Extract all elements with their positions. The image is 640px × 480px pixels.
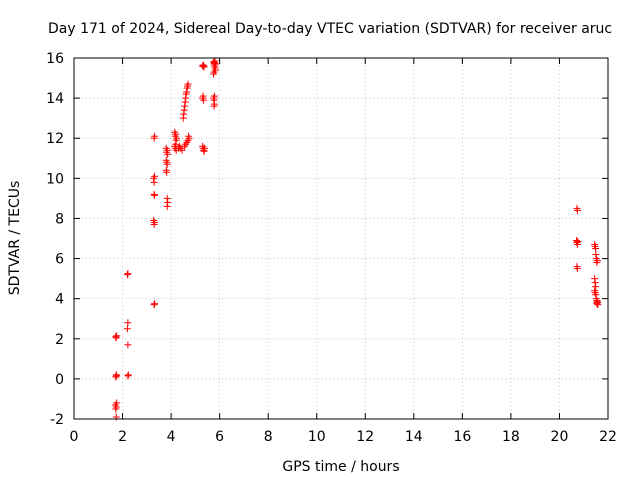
data-point [592, 283, 600, 291]
data-point [123, 325, 131, 333]
data-point [163, 168, 171, 176]
data-point [113, 372, 121, 380]
data-point [151, 300, 159, 308]
y-tick-label: 6 [55, 252, 64, 268]
data-point [124, 372, 132, 380]
x-axis-label: GPS time / hours [282, 459, 399, 475]
grid-lines [74, 58, 608, 419]
x-tick-label: 6 [215, 429, 224, 445]
data-point [173, 134, 181, 142]
data-point [124, 270, 132, 278]
data-point [573, 206, 581, 214]
data-point [574, 238, 582, 246]
x-tick-label: 2 [118, 429, 127, 445]
data-point [124, 341, 132, 349]
y-tick-label: 12 [46, 131, 64, 147]
data-point [124, 319, 132, 327]
data-point [172, 130, 180, 138]
y-tick-label: 10 [46, 171, 64, 187]
x-tick-label: 10 [308, 429, 326, 445]
data-point [151, 218, 159, 226]
data-point [210, 68, 218, 76]
data-point [172, 140, 180, 148]
data-point [178, 146, 186, 154]
x-tick-label: 16 [453, 429, 471, 445]
data-point [164, 150, 172, 158]
data-point [113, 399, 121, 407]
x-tick-label: 4 [167, 429, 176, 445]
tick-labels: 0 2 4 6 8 10 12 14 16 18 20 22 -2 0 2 4 6 8 10 12 14 16 [46, 51, 617, 445]
data-point [211, 100, 219, 108]
x-tick-label: 14 [405, 429, 423, 445]
data-point [151, 132, 159, 140]
data-points [111, 57, 602, 421]
data-point [184, 80, 192, 88]
x-tick-label: 12 [356, 429, 374, 445]
y-tick-label: 8 [55, 211, 64, 227]
axis-ticks [73, 57, 609, 420]
data-point [151, 172, 159, 180]
y-tick-label: 2 [55, 332, 64, 348]
data-point [593, 257, 601, 265]
data-point [573, 265, 581, 273]
data-point [151, 191, 159, 199]
x-tick-label: 0 [70, 429, 79, 445]
data-point [200, 96, 208, 104]
data-point [212, 60, 220, 68]
data-point [163, 160, 171, 168]
data-point [211, 92, 219, 100]
data-point [592, 245, 600, 253]
x-tick-label: 8 [264, 429, 273, 445]
data-point [201, 144, 209, 152]
data-point [150, 178, 158, 186]
data-point [211, 57, 219, 65]
y-tick-label: 0 [55, 372, 64, 388]
chart-title: Day 171 of 2024, Sidereal Day-to-day VTE… [48, 21, 612, 37]
data-point [163, 202, 171, 210]
y-tick-label: -2 [50, 412, 64, 428]
x-tick-label: 22 [599, 429, 617, 445]
x-tick-label: 18 [502, 429, 520, 445]
y-tick-label: 14 [46, 91, 64, 107]
plot-frame [73, 57, 609, 420]
y-tick-label: 4 [55, 292, 64, 308]
data-point [113, 332, 121, 340]
data-point [593, 298, 601, 306]
y-axis-label: SDTVAR / TECUs [7, 181, 23, 296]
data-point [185, 134, 193, 142]
y-tick-label: 16 [46, 51, 64, 67]
data-point [200, 63, 208, 71]
x-tick-label: 20 [551, 429, 569, 445]
